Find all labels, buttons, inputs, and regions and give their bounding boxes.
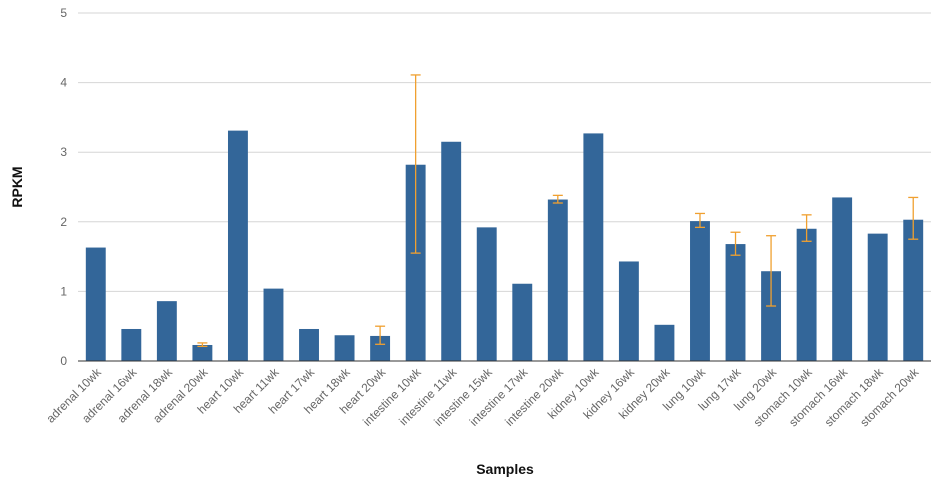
bar-kidney-10wk[interactable] [583,133,604,361]
bar-lung-20wk[interactable] [761,271,782,361]
bar-adrenal-10wk[interactable] [85,247,106,361]
bar-adrenal-16wk[interactable] [121,328,142,361]
bar-adrenal-20wk[interactable] [192,344,213,361]
error-bar [908,196,919,240]
y-tick-label: 2 [60,215,67,229]
error-bar [801,214,812,242]
bar-lung-10wk[interactable] [690,221,710,361]
error-bar [766,235,777,307]
y-tick-label: 3 [60,145,67,159]
bar-stomach-18wk[interactable] [867,233,888,361]
bar-stomach-16wk[interactable] [832,197,853,361]
error-bar [197,342,208,348]
bar-intestine-17wk[interactable] [512,283,533,361]
bar-heart-17wk[interactable] [299,328,319,361]
bar-adrenal-18wk[interactable] [156,301,177,361]
error-bars [197,74,919,348]
bar-heart-18wk[interactable] [334,335,355,361]
error-bar [375,325,386,345]
bar-intestine-10wk[interactable] [405,164,426,361]
bar-heart-11wk[interactable] [263,288,284,361]
bar-stomach-10wk[interactable] [796,228,817,361]
error-bar [694,212,705,229]
y-tick-labels: 0 1 2 3 4 5 [60,6,67,368]
error-bar [410,74,421,254]
error-bar [730,231,741,256]
bar-intestine-20wk[interactable] [547,199,568,361]
bar-stomach-20wk[interactable] [903,219,924,361]
bars [85,130,924,361]
y-tick-label: 4 [60,76,67,90]
y-tick-label: 0 [60,354,67,368]
x-axis-title: Samples [476,461,534,477]
bar-heart-10wk[interactable] [227,130,248,361]
y-tick-label: 5 [60,6,67,20]
y-tick-label: 1 [60,284,67,298]
bar-kidney-16wk[interactable] [618,261,639,361]
error-bar [552,194,563,204]
bar-intestine-15wk[interactable] [476,227,497,361]
y-axis-title: RPKM [9,166,25,207]
bar-heart-20wk[interactable] [370,335,391,361]
grid-lines [78,12,931,292]
bar-intestine-11wk[interactable] [441,141,462,361]
bar-kidney-20wk[interactable] [654,324,675,361]
bar-lung-17wk[interactable] [725,244,746,361]
